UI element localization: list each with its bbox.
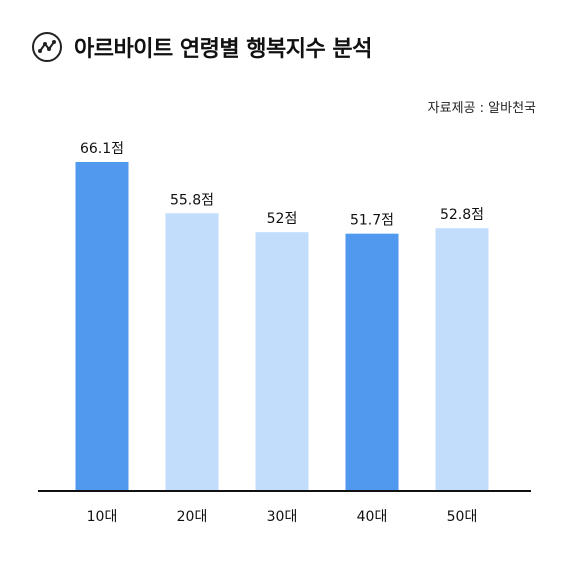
bar-2 — [165, 213, 219, 491]
value-label-4: 51.7점 — [350, 213, 394, 229]
data-source-note: 자료제공 : 알바천국 — [427, 101, 536, 116]
category-label-4: 40대 — [357, 509, 388, 525]
chart-title: 아르바이트 연령별 행복지수 분석 — [74, 37, 372, 62]
category-label-3: 30대 — [267, 509, 298, 525]
bar-3 — [255, 232, 309, 491]
bar-1 — [75, 162, 129, 491]
value-label-5: 52.8점 — [440, 207, 484, 223]
category-label-1: 10대 — [87, 509, 118, 525]
line-chart-icon — [32, 32, 62, 62]
chart-header: 아르바이트 연령별 행복지수 분석 — [32, 31, 372, 63]
category-label-5: 50대 — [447, 509, 478, 525]
value-label-3: 52점 — [267, 211, 298, 227]
value-label-1: 66.1점 — [80, 141, 124, 157]
category-label-2: 20대 — [177, 509, 208, 525]
bar-5 — [435, 228, 489, 491]
bar-4 — [345, 233, 399, 491]
value-label-2: 55.8점 — [170, 192, 214, 208]
